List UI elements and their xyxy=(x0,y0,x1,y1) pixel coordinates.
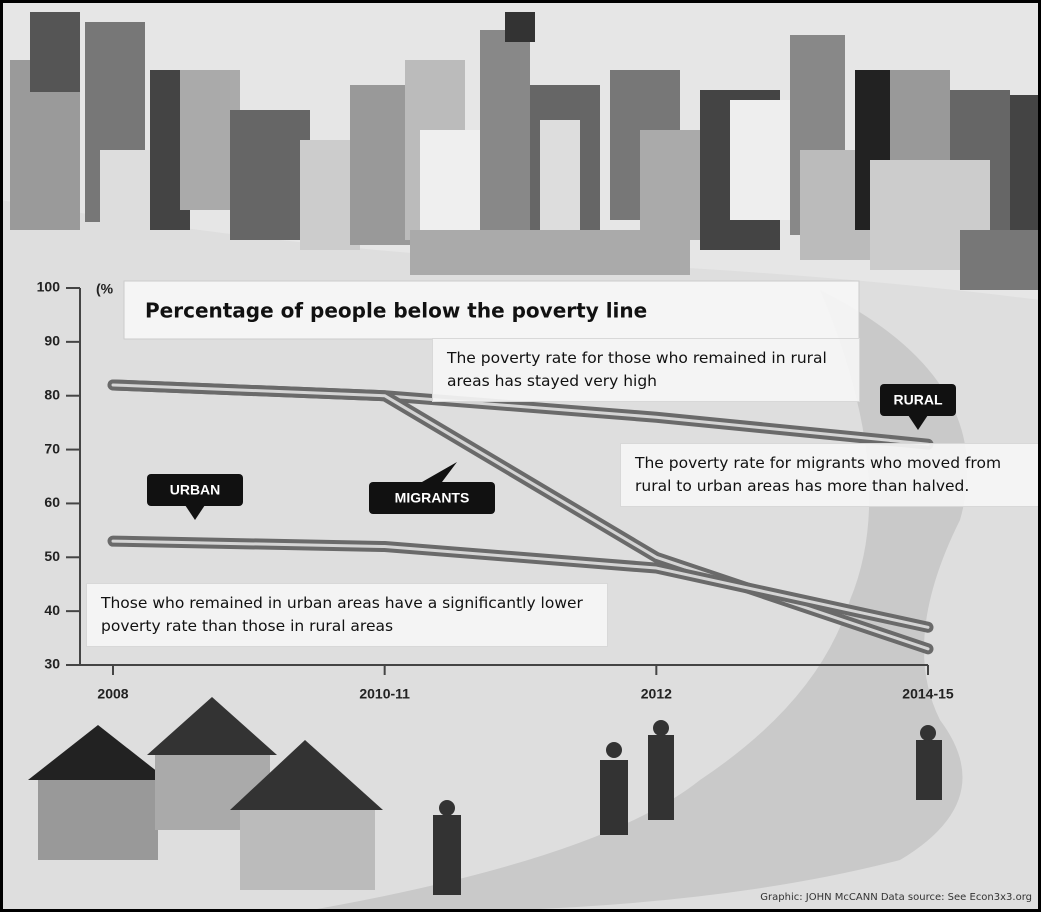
road xyxy=(300,290,968,912)
chart-title: Percentage of people below the poverty l… xyxy=(145,299,647,323)
y-tick-label: 80 xyxy=(44,386,60,402)
x-tick-label: 2014-15 xyxy=(902,686,954,702)
y-tick-label: 100 xyxy=(37,279,61,295)
x-tick-label: 2012 xyxy=(641,686,672,702)
y-tick-label: 60 xyxy=(44,494,60,510)
x-tick-label: 2008 xyxy=(97,686,128,702)
huts xyxy=(28,697,383,890)
series-line-highlight xyxy=(111,539,930,629)
annotation: Those who remained in urban areas have a… xyxy=(86,583,608,647)
series-tag-pointer xyxy=(185,505,205,520)
series-tag xyxy=(369,482,495,514)
y-tick-label: 40 xyxy=(44,602,60,618)
title-box xyxy=(123,280,860,340)
legend-label: MIGRANTS xyxy=(395,490,470,506)
people xyxy=(433,720,942,895)
series-tag xyxy=(147,474,243,506)
x-tick-label: 2010-11 xyxy=(359,686,410,702)
y-tick-label: 30 xyxy=(44,656,60,672)
credit: Graphic: JOHN McCANN Data source: See Ec… xyxy=(760,892,1032,903)
series-tag-pointer xyxy=(908,415,928,430)
y-tick-label: 70 xyxy=(44,440,60,456)
legend-label: URBAN xyxy=(170,482,221,498)
legend-label: RURAL xyxy=(894,392,943,408)
annotation: The poverty rate for those who remained … xyxy=(432,338,860,402)
y-tick-label: 50 xyxy=(44,548,60,564)
y-axis-label: (% xyxy=(96,281,114,297)
annotation: The poverty rate for migrants who moved … xyxy=(620,443,1041,507)
series-tag-pointer xyxy=(422,462,457,482)
y-tick-label: 90 xyxy=(44,333,60,349)
city-skyline xyxy=(10,12,1041,290)
series-tag xyxy=(880,384,956,416)
